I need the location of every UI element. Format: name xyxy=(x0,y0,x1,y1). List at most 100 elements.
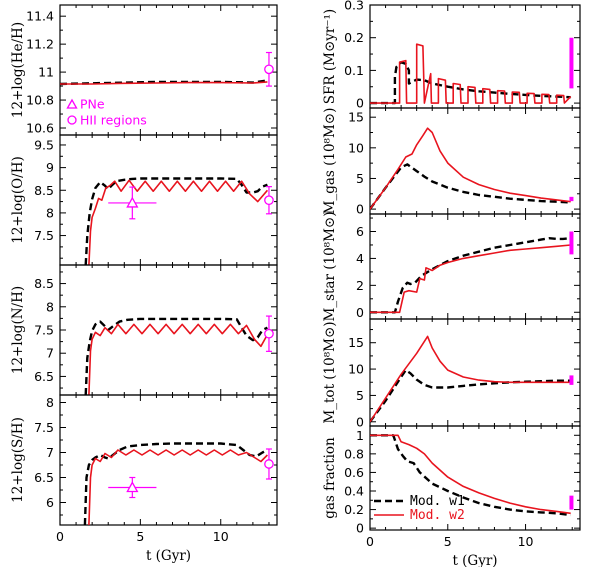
series-line-w1 xyxy=(370,236,571,314)
x-axis-label: t (Gyr) xyxy=(146,548,191,564)
series-line-w2 xyxy=(88,179,269,265)
y-tick-label: 5 xyxy=(356,388,364,403)
series-line-w2 xyxy=(88,449,268,525)
series-line-w2 xyxy=(370,335,571,423)
series-group xyxy=(370,434,571,517)
panel-frame xyxy=(369,107,581,215)
y-tick-label: 0.8 xyxy=(344,446,364,461)
series-group xyxy=(84,317,269,395)
y-tick-label: 11.2 xyxy=(26,37,54,52)
x-axis-label: t (Gyr) xyxy=(452,553,497,567)
panel-mstar: 0 2 4 6 M_star (10⁸M⊙) xyxy=(322,212,581,322)
hii-point xyxy=(264,186,274,215)
x-tick-label: 5 xyxy=(136,529,144,544)
y-tick-label: 5 xyxy=(356,171,364,186)
y-tick-label: 0 xyxy=(356,521,364,536)
y-tick-label: 0.2 xyxy=(344,502,364,517)
legend-pne-label: PNe xyxy=(80,97,105,112)
y-tick-label: 8.5 xyxy=(34,276,54,291)
y-tick-label: 6 xyxy=(356,224,364,239)
legend-hii-marker xyxy=(67,115,77,125)
y-tick-label: 7.5 xyxy=(34,420,54,435)
y-tick-label: 6.5 xyxy=(34,369,54,384)
y-axis-label: 12+log(O/H) xyxy=(10,156,26,244)
series-line-w1 xyxy=(84,317,268,395)
y-tick-label: 9 xyxy=(46,160,54,175)
y-tick-label: 0 xyxy=(356,96,364,111)
y-axis-label: gas fraction xyxy=(322,437,338,519)
legend-hii-label: HII regions xyxy=(80,113,147,128)
series-line-w2 xyxy=(60,81,268,85)
x-tick-label: 10 xyxy=(213,529,229,544)
y-axis-label: M_star (10⁸M⊙) xyxy=(322,212,338,322)
panel-frame xyxy=(59,264,278,396)
panel-sh: 6 6.5 7 7.5 8 12+log(S/H) 0 5 10 t (Gyr) xyxy=(10,394,278,564)
y-axis-label: 12+log(N/H) xyxy=(10,286,26,374)
y-tick-label: 15 xyxy=(348,110,364,125)
y-tick-label: 15 xyxy=(348,335,364,350)
y-tick-label: 10.6 xyxy=(26,121,54,136)
panel-oh: 7.5 8 8.5 9 9.5 12+log(O/H) xyxy=(10,134,278,266)
pne-point xyxy=(108,476,157,499)
pne-point xyxy=(108,186,157,220)
panel-mtot: 0 5 10 15 M_tot (10⁸M⊙) xyxy=(322,318,581,429)
y-axis-label: 12+log(S/H) xyxy=(10,417,26,503)
series-group xyxy=(370,335,571,423)
series-line-w1 xyxy=(83,442,268,525)
hii-point xyxy=(264,51,274,87)
series-line-w1 xyxy=(370,163,571,210)
x-tick-label: 0 xyxy=(366,534,374,549)
y-tick-label: 0 xyxy=(356,202,364,217)
y-tick-label: 6.5 xyxy=(34,470,54,485)
y-tick-label: 1 xyxy=(356,428,364,443)
x-tick-label: 5 xyxy=(444,534,452,549)
y-axis-label: 12+log(He/H) xyxy=(10,22,26,118)
y-axis-label: M_tot (10⁸M⊙) xyxy=(322,321,338,423)
y-tick-label: 8.5 xyxy=(34,183,54,198)
y-tick-label: 8 xyxy=(46,205,54,220)
series-group xyxy=(370,43,572,105)
y-tick-label: 7.5 xyxy=(34,228,54,243)
hii-point xyxy=(264,448,274,480)
series-line-w2 xyxy=(370,43,572,104)
y-tick-label: 9.5 xyxy=(34,137,54,152)
series-group xyxy=(83,442,268,525)
y-tick-label: 7.5 xyxy=(34,323,54,338)
y-tick-label: 0.6 xyxy=(344,465,364,480)
y-tick-label: 0 xyxy=(356,414,364,429)
panel-frame xyxy=(59,394,278,526)
y-tick-label: 8 xyxy=(46,395,54,410)
y-tick-label: 0.3 xyxy=(344,0,364,13)
y-axis-label: M_gas (10⁸M⊙) xyxy=(322,108,338,215)
legend-w1-label: Mod. w1 xyxy=(410,494,465,509)
y-axis-label: SFR (M⊙yr⁻¹) xyxy=(322,9,338,104)
y-tick-label: 0.4 xyxy=(344,484,364,499)
y-tick-label: 10 xyxy=(348,362,364,377)
y-tick-label: 10 xyxy=(348,140,364,155)
y-tick-label: 11.4 xyxy=(26,9,54,24)
y-tick-label: 4 xyxy=(356,251,364,266)
y-tick-label: 7 xyxy=(46,445,54,460)
series-line-w2 xyxy=(370,127,571,210)
y-tick-label: 0.2 xyxy=(344,30,364,45)
y-tick-label: 10.8 xyxy=(26,93,54,108)
legend-w2-label: Mod. w2 xyxy=(410,508,465,523)
series-line-w2 xyxy=(370,244,571,314)
x-tick-label: 10 xyxy=(518,534,534,549)
series-group xyxy=(84,177,269,265)
series-group xyxy=(370,127,571,210)
y-tick-label: 0.1 xyxy=(344,63,364,78)
x-tick-label: 0 xyxy=(56,529,64,544)
legend-pne-marker xyxy=(66,98,78,109)
y-tick-label: 2 xyxy=(356,278,364,293)
hii-point xyxy=(264,315,274,352)
panel-nh: 6.5 7 7.5 8 8.5 12+log(N/H) xyxy=(10,264,278,396)
y-tick-label: 0 xyxy=(356,305,364,320)
series-line-w2 xyxy=(88,323,269,395)
panel-frame xyxy=(369,425,581,531)
panel-sfr: 0 0.1 0.2 0.3 SFR (M⊙yr⁻¹) xyxy=(322,0,581,111)
y-tick-label: 7 xyxy=(46,346,54,361)
